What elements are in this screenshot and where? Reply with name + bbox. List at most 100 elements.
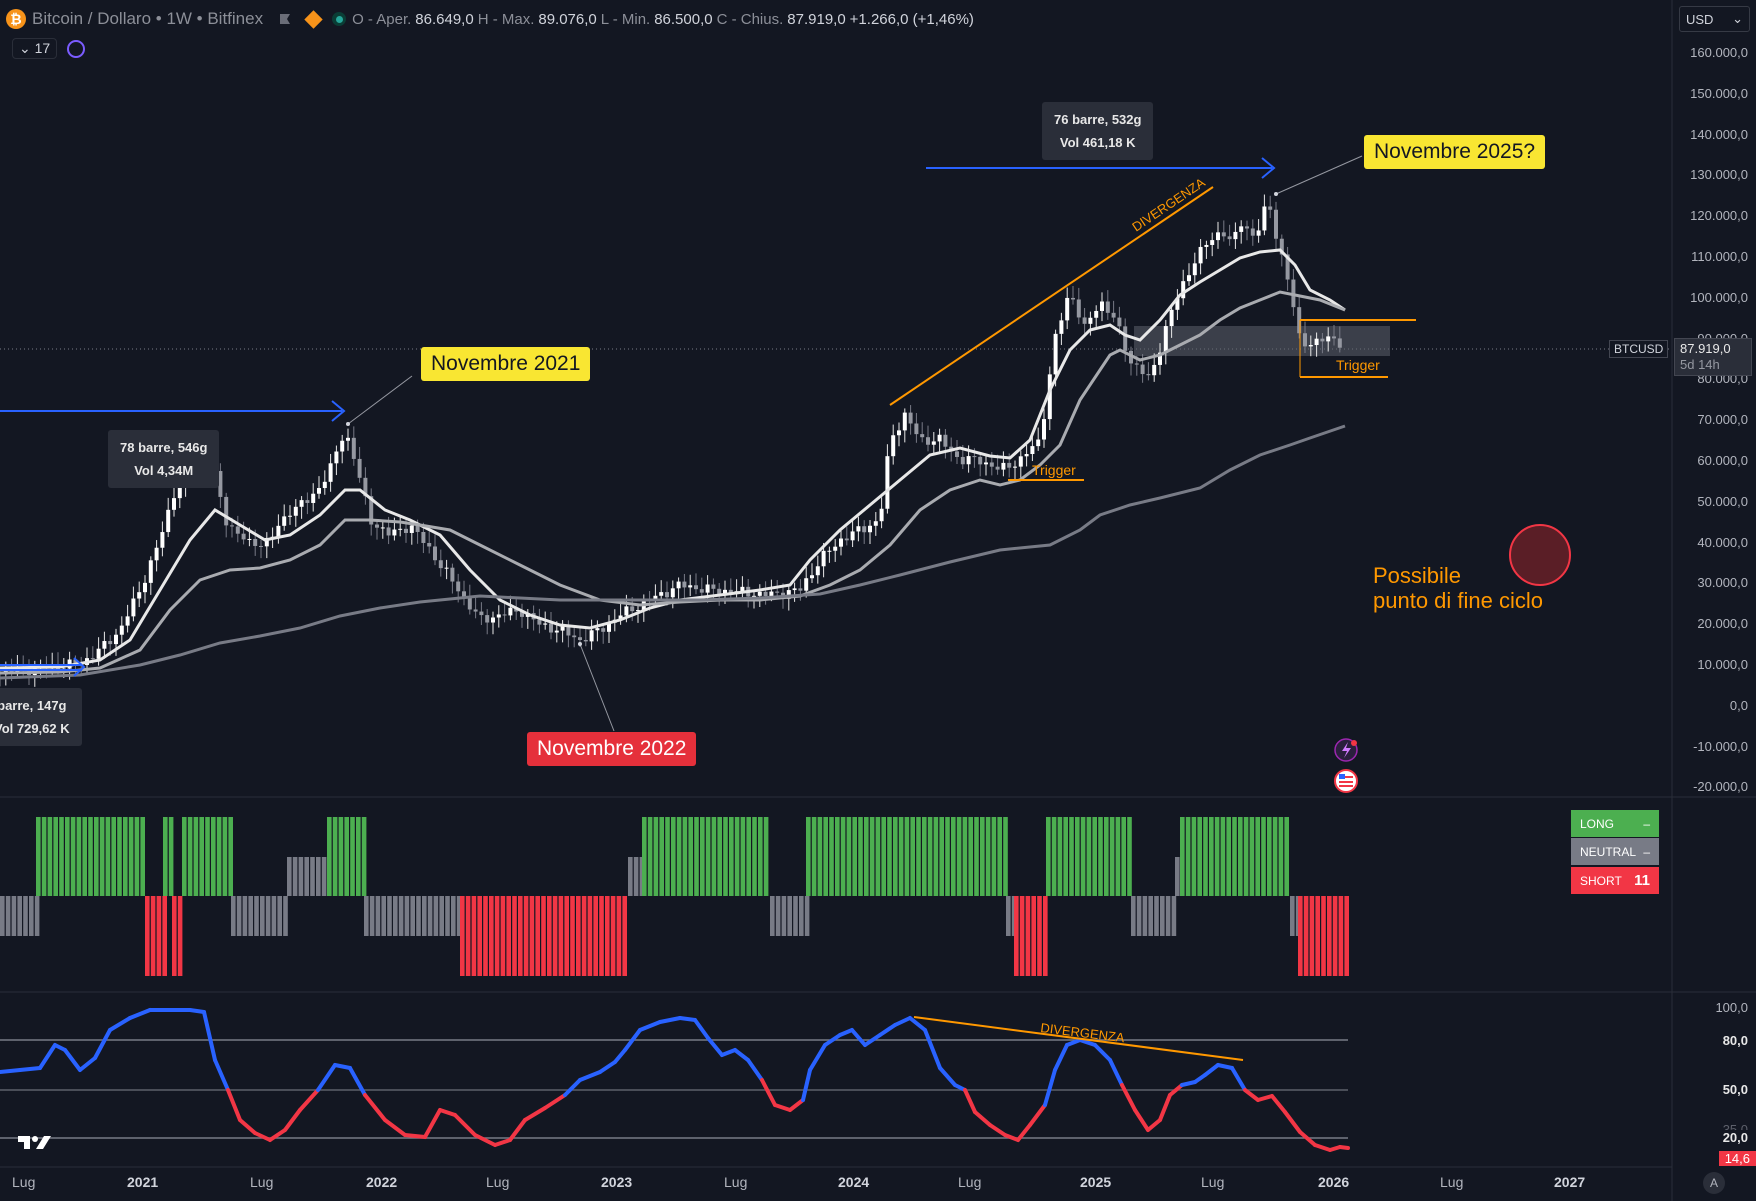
divergence-trendline[interactable]	[889, 186, 1214, 406]
candle-body	[253, 538, 258, 546]
price-tick-label: -10.000,0	[1693, 738, 1748, 754]
candle-body	[386, 527, 391, 536]
ma-fast-line	[0, 248, 1346, 670]
signal-bar	[369, 896, 375, 936]
candle-body	[177, 485, 182, 499]
range-arrow-2021[interactable]	[0, 400, 346, 422]
candle-body	[172, 498, 176, 510]
oscillator-segment	[720, 1048, 737, 1057]
signal-bar	[927, 817, 933, 896]
lightning-icon[interactable]	[1334, 738, 1358, 762]
signal-bar	[945, 817, 950, 896]
oscillator-segment	[878, 1023, 897, 1037]
price-tick-label: 140.000,0	[1690, 126, 1748, 142]
signal-bar	[94, 817, 99, 896]
candle-body	[589, 630, 594, 642]
candle-body	[630, 606, 635, 612]
candle-body	[1314, 338, 1319, 346]
candle-body	[340, 440, 345, 452]
oscillator-segment	[773, 1103, 792, 1112]
signal-bar	[1175, 857, 1180, 896]
signal-bar	[356, 817, 361, 896]
osc-tick-label: 80,0	[1722, 1033, 1748, 1048]
signal-bar	[705, 817, 711, 896]
range-arrow-left[interactable]	[0, 657, 86, 677]
signal-bar	[0, 896, 5, 936]
signal-bar	[898, 817, 904, 896]
signal-bar	[512, 896, 517, 976]
candle-body	[357, 458, 362, 478]
symbol-title[interactable]: Bitcoin / Dollaro • 1W • Bitfinex	[32, 9, 264, 28]
oscillator-segment	[93, 1028, 112, 1060]
candle-body	[850, 531, 855, 541]
oscillator-segment	[1168, 1083, 1184, 1097]
flag-icon[interactable]	[279, 13, 291, 25]
signal-bar	[639, 857, 645, 896]
candle-body	[636, 610, 640, 612]
signal-bar	[36, 817, 41, 896]
cycle-end-marker[interactable]	[1509, 524, 1571, 586]
signal-bar	[1003, 817, 1008, 896]
candle-body	[554, 630, 559, 633]
tradingview-logo-icon[interactable]	[18, 1136, 51, 1149]
signal-bar	[770, 896, 775, 936]
candle-body	[1030, 446, 1035, 455]
candle-body	[1175, 298, 1180, 310]
candle-body	[1239, 226, 1244, 232]
us-flag-icon[interactable]	[1334, 769, 1358, 793]
candle-body	[102, 641, 107, 649]
signal-bar	[541, 896, 546, 976]
oscillator-segment	[0, 1068, 22, 1074]
oscillator-segment	[1256, 1094, 1274, 1102]
signal-bar	[1109, 817, 1115, 896]
oscillator-segment	[1016, 1123, 1032, 1142]
refresh-icon[interactable]	[67, 39, 86, 58]
signal-bar	[1332, 896, 1338, 976]
candle-body	[1256, 230, 1261, 236]
candle-body	[1245, 226, 1249, 229]
signal-bar	[211, 817, 216, 896]
consolidation-zone[interactable]	[1134, 326, 1390, 356]
signal-bar	[65, 817, 70, 896]
label-november-2021[interactable]: Novembre 2021	[421, 347, 591, 381]
label-november-2025[interactable]: Novembre 2025?	[1364, 135, 1546, 169]
oscillator-segment	[1093, 1043, 1112, 1062]
candle-body	[322, 481, 327, 489]
signal-bar	[361, 817, 367, 896]
oscillator-segment	[850, 1028, 867, 1047]
candle-body	[1134, 363, 1139, 365]
signal-bar	[433, 896, 439, 936]
oscillator-segment	[348, 1066, 367, 1097]
signal-bar	[1243, 817, 1249, 896]
auto-scale-button[interactable]: A	[1703, 1172, 1725, 1194]
currency-select[interactable]: USD ⌄	[1679, 6, 1750, 32]
signal-bar	[852, 817, 857, 896]
candle-body	[699, 589, 704, 593]
divergence-trendline-oscillator[interactable]	[913, 1016, 1244, 1061]
signal-bar	[404, 896, 410, 936]
oscillator-segment	[963, 1088, 977, 1114]
signal-bar	[1037, 896, 1042, 976]
oscillator-segment	[1133, 1108, 1150, 1132]
candle-body	[769, 591, 774, 597]
signal-bar	[1063, 817, 1068, 896]
signal-bar	[552, 896, 558, 976]
candle-body	[1042, 419, 1046, 440]
signal-bar	[1171, 896, 1177, 936]
oscillator-segment	[658, 1016, 682, 1024]
candle-body	[444, 567, 449, 569]
signal-bar	[956, 817, 962, 896]
signal-bar	[451, 896, 456, 936]
oscillator-segment	[1230, 1066, 1247, 1092]
range-arrow-2025[interactable]	[926, 157, 1276, 179]
signal-bar	[1043, 896, 1048, 976]
signal-bar	[23, 896, 28, 936]
indicators-toggle-button[interactable]: ⌄ 17	[12, 38, 58, 59]
signal-bar	[881, 817, 886, 896]
label-november-2022[interactable]: Novembre 2022	[527, 732, 697, 766]
oscillator-segment	[1120, 1083, 1137, 1112]
signal-bar	[1104, 817, 1109, 896]
signal-bar	[633, 857, 639, 896]
oscillator-segment	[18, 1066, 42, 1072]
